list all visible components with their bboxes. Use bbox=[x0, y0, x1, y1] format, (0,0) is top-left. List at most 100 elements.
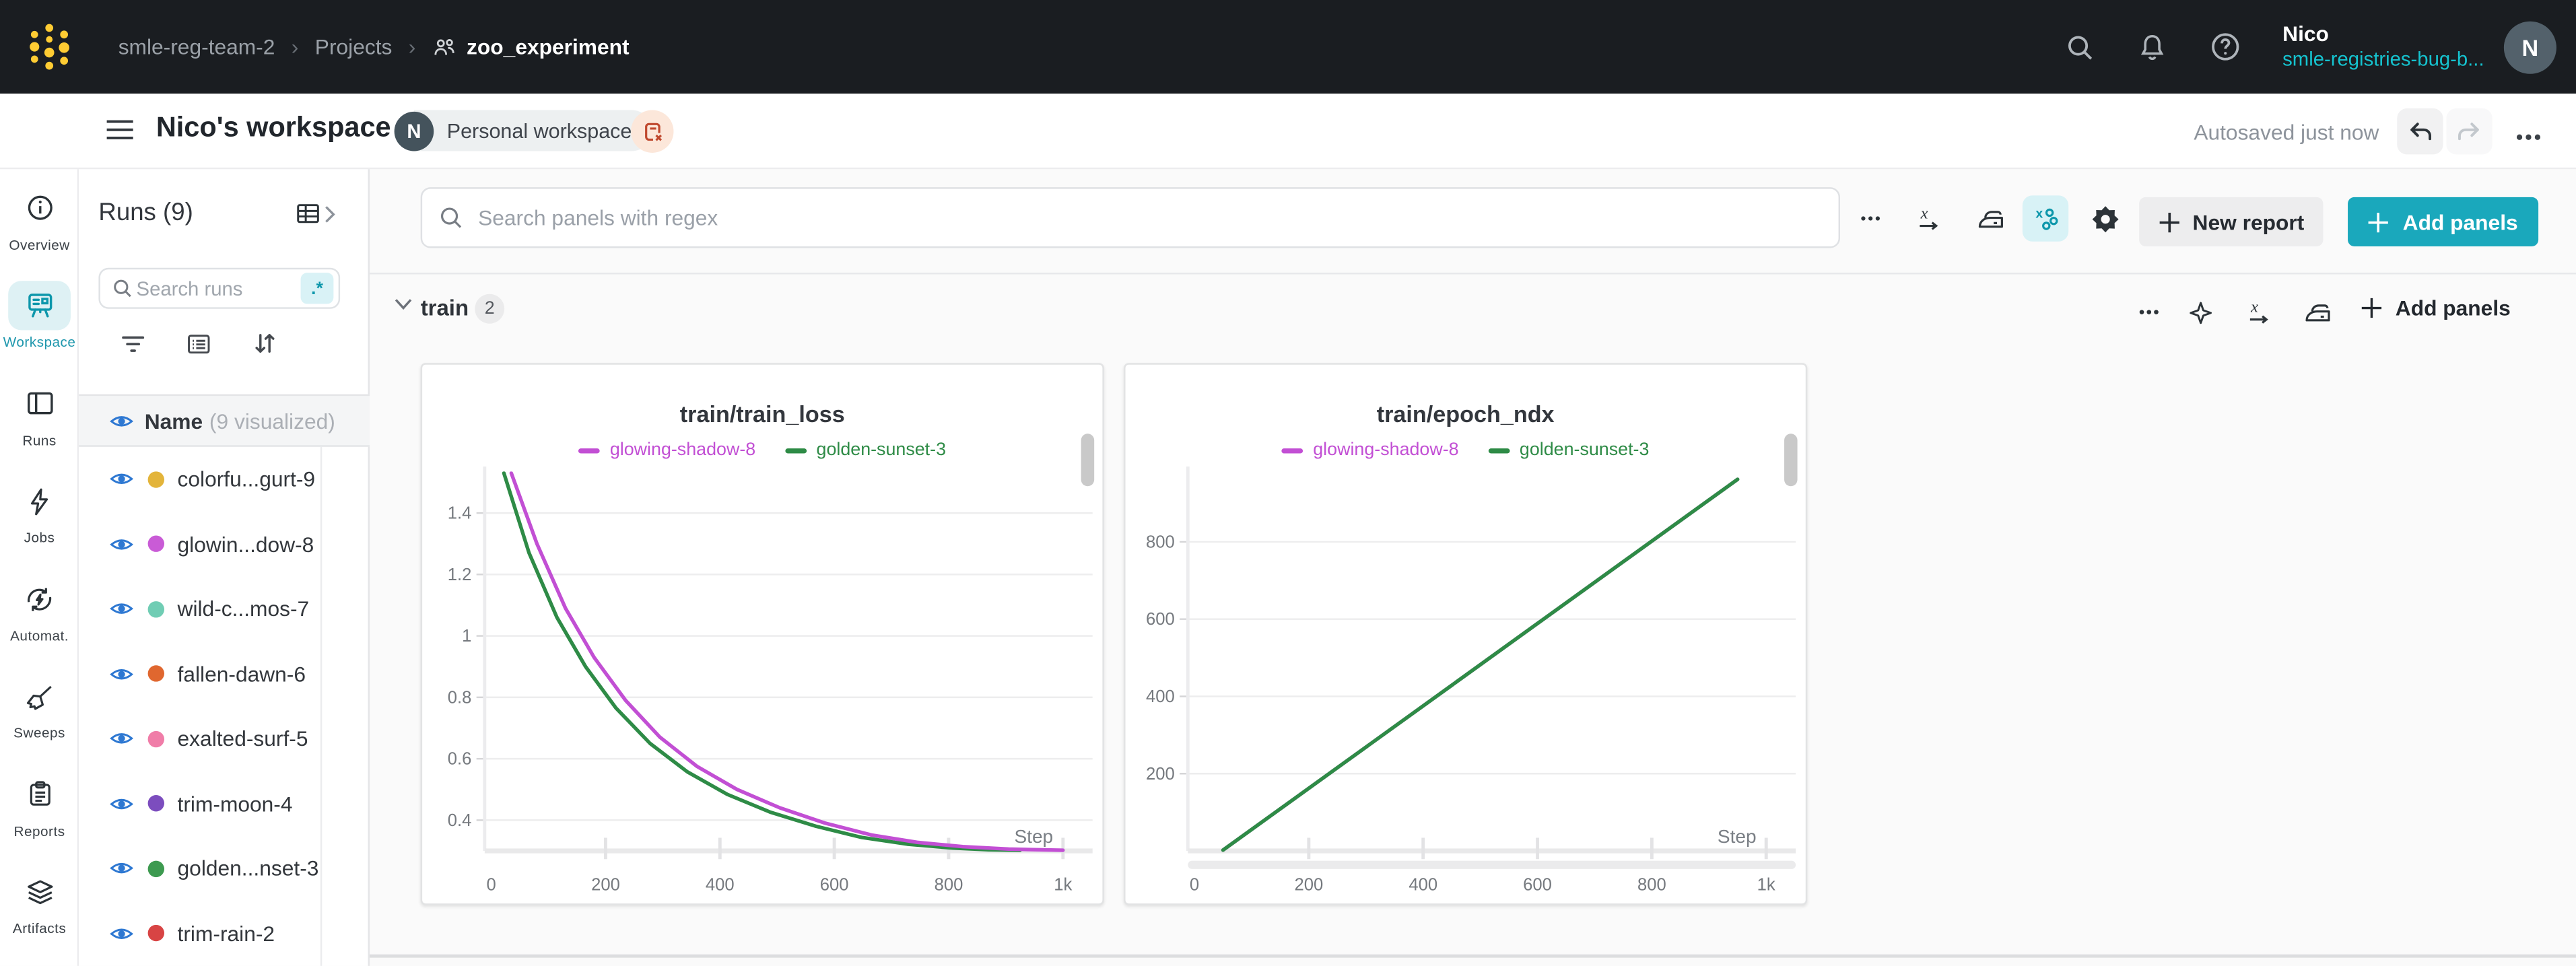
sidebar-item-artifacts[interactable]: Artifacts bbox=[0, 854, 79, 951]
run-row[interactable]: exalted-surf-5 bbox=[79, 706, 318, 771]
run-name[interactable]: wild-c...mos-7 bbox=[177, 596, 310, 622]
expand-runs-table-button[interactable] bbox=[296, 202, 335, 225]
help-icon[interactable] bbox=[2200, 22, 2249, 71]
gear-icon[interactable] bbox=[2087, 201, 2123, 237]
run-row[interactable]: wild-c...mos-7 bbox=[79, 577, 318, 642]
sidebar-item-workspace[interactable]: Workspace bbox=[0, 267, 79, 365]
run-row[interactable]: trim-rain-2 bbox=[79, 901, 318, 965]
add-panels-button[interactable]: Add panels bbox=[2348, 197, 2539, 247]
menu-icon[interactable] bbox=[105, 116, 135, 143]
run-name[interactable]: glowin...dow-8 bbox=[177, 532, 314, 557]
eye-icon[interactable] bbox=[110, 665, 133, 683]
eye-icon[interactable] bbox=[110, 730, 133, 748]
eye-icon[interactable] bbox=[110, 600, 133, 618]
sampling-icon[interactable]: x bbox=[2022, 195, 2069, 242]
breadcrumb-project[interactable]: zoo_experiment bbox=[432, 34, 630, 59]
legend-run-name: golden-sunset-3 bbox=[816, 440, 947, 460]
wandb-logo-icon[interactable] bbox=[23, 18, 79, 75]
eye-icon[interactable] bbox=[110, 860, 133, 878]
run-name[interactable]: trim-moon-4 bbox=[177, 791, 293, 817]
column-divider[interactable] bbox=[320, 446, 323, 966]
autosave-status: Autosaved just now bbox=[2194, 120, 2379, 145]
sidebar-item-sweeps[interactable]: Sweeps bbox=[0, 658, 79, 755]
x-axis-icon[interactable]: x bbox=[1911, 201, 1947, 237]
run-row[interactable]: fallen-dawn-6 bbox=[79, 642, 318, 706]
workspace-overflow-menu-icon[interactable] bbox=[2515, 120, 2542, 149]
run-row[interactable]: colorfu...gurt-9 bbox=[79, 447, 318, 512]
run-row[interactable]: golden...nset-3 bbox=[79, 836, 318, 901]
user-menu[interactable]: Nico smle-registries-bug-b... bbox=[2282, 21, 2484, 72]
redo-button[interactable] bbox=[2446, 108, 2493, 155]
bell-icon[interactable] bbox=[2128, 22, 2177, 71]
svg-text:1.2: 1.2 bbox=[448, 565, 472, 584]
breadcrumb-projects[interactable]: Projects bbox=[314, 34, 393, 59]
breadcrumb-team[interactable]: smle-reg-team-2 bbox=[118, 34, 275, 59]
legend-item[interactable]: glowing-shadow-8 bbox=[1281, 440, 1459, 460]
sidebar-item-overview[interactable]: Overview bbox=[0, 169, 79, 267]
eye-icon[interactable] bbox=[110, 471, 133, 489]
run-name[interactable]: colorfu...gurt-9 bbox=[177, 467, 316, 492]
sparkle-icon[interactable] bbox=[2183, 296, 2216, 329]
ellipsis-icon[interactable] bbox=[1852, 201, 1888, 237]
clear-workspace-icon[interactable] bbox=[631, 110, 674, 153]
eye-icon[interactable] bbox=[110, 535, 133, 553]
sidebar-item-reports[interactable]: Reports bbox=[0, 755, 79, 853]
runs-count-title: Runs (9) bbox=[98, 199, 193, 227]
sidebar-item-label: Sweeps bbox=[13, 724, 65, 742]
filter-icon[interactable] bbox=[118, 329, 148, 358]
section-title[interactable]: train bbox=[420, 296, 469, 320]
left-nav-rail: Overview Workspace Runs Jobs Automat. Sweeps R… bbox=[0, 169, 79, 966]
workspace-icon bbox=[8, 281, 71, 331]
run-row[interactable]: trim-moon-4 bbox=[79, 771, 318, 836]
sidebar-item-jobs[interactable]: Jobs bbox=[0, 462, 79, 560]
smoothing-iron-icon[interactable] bbox=[1973, 201, 2010, 237]
sort-icon[interactable] bbox=[250, 329, 279, 358]
run-name[interactable]: golden...nset-3 bbox=[177, 856, 319, 881]
new-report-button[interactable]: New report bbox=[2139, 197, 2324, 247]
user-name: Nico bbox=[2282, 21, 2329, 46]
eye-icon[interactable] bbox=[110, 924, 133, 942]
run-name[interactable]: exalted-surf-5 bbox=[177, 726, 308, 751]
eye-icon[interactable] bbox=[110, 411, 133, 429]
run-name[interactable]: fallen-dawn-6 bbox=[177, 661, 306, 687]
automations-icon bbox=[8, 574, 71, 623]
runs-search-input[interactable] bbox=[133, 275, 301, 302]
user-team-link[interactable]: smle-registries-bug-b... bbox=[2282, 48, 2484, 71]
svg-text:x: x bbox=[2035, 205, 2042, 220]
ellipsis-icon[interactable] bbox=[2132, 296, 2165, 329]
avatar[interactable]: N bbox=[2503, 20, 2556, 73]
panel-scrollbar[interactable] bbox=[1784, 434, 1798, 487]
eye-icon[interactable] bbox=[110, 794, 133, 813]
undo-button[interactable] bbox=[2397, 108, 2443, 155]
panel-search-input[interactable] bbox=[475, 203, 1823, 232]
legend-run-name: glowing-shadow-8 bbox=[1313, 440, 1459, 460]
chevron-right-icon bbox=[325, 205, 335, 222]
runs-search-box: .* bbox=[98, 267, 341, 309]
chevron-down-icon[interactable] bbox=[395, 298, 413, 311]
chart-panel-train-train-loss[interactable]: train/train_loss glowing-shadow-8 golden-s… bbox=[420, 363, 1104, 905]
svg-text:200: 200 bbox=[591, 876, 620, 895]
legend-item[interactable]: glowing-shadow-8 bbox=[578, 440, 755, 460]
sidebar-item-automat[interactable]: Automat. bbox=[0, 560, 79, 658]
chart-panel-train-epoch-ndx[interactable]: train/epoch_ndx glowing-shadow-8 golden-su… bbox=[1124, 363, 1808, 905]
run-row[interactable]: glowin...dow-8 bbox=[79, 512, 318, 576]
svg-text:Step: Step bbox=[1718, 826, 1757, 847]
run-name[interactable]: trim-rain-2 bbox=[177, 921, 275, 946]
runs-table-header[interactable]: Name (9 visualized) bbox=[79, 394, 370, 447]
columns-icon[interactable] bbox=[184, 329, 213, 358]
sidebar-item-runs[interactable]: Runs bbox=[0, 365, 79, 462]
svg-text:Step: Step bbox=[1014, 826, 1053, 847]
svg-text:800: 800 bbox=[935, 876, 963, 895]
search-icon bbox=[114, 279, 131, 298]
regex-toggle[interactable]: .* bbox=[300, 273, 334, 304]
legend-item[interactable]: golden-sunset-3 bbox=[1488, 440, 1649, 460]
lightning-icon bbox=[8, 477, 71, 526]
search-icon[interactable] bbox=[2056, 22, 2105, 71]
smoothing-iron-icon[interactable] bbox=[2302, 296, 2335, 329]
panel-scrollbar[interactable] bbox=[1081, 434, 1095, 487]
legend-item[interactable]: golden-sunset-3 bbox=[785, 440, 946, 460]
x-axis-icon[interactable]: x bbox=[2243, 296, 2276, 329]
workspace-chip[interactable]: N Personal workspace bbox=[394, 110, 652, 151]
section-add-panels-button[interactable]: Add panels bbox=[2361, 296, 2511, 320]
legend-color-dash bbox=[1488, 447, 1510, 453]
